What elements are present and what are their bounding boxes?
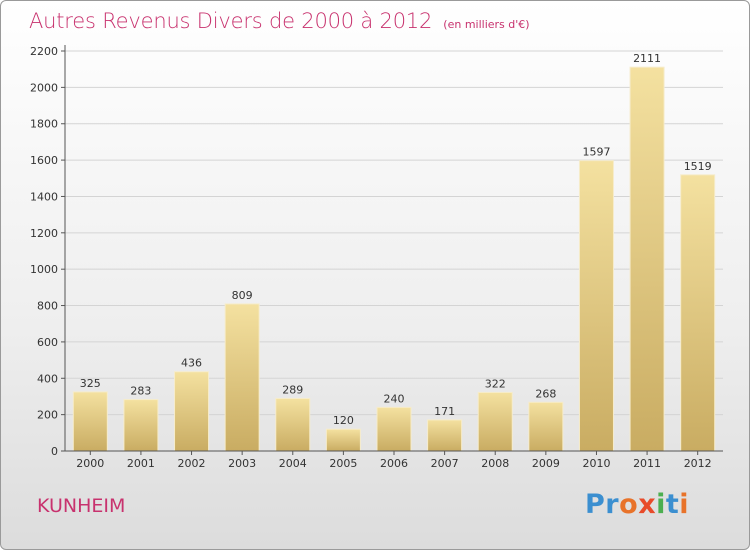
proxiti-logo[interactable]: Proxiti bbox=[585, 489, 689, 520]
x-tick-label: 2004 bbox=[279, 457, 307, 470]
bar-value-label: 2111 bbox=[633, 52, 661, 65]
bar[interactable] bbox=[275, 397, 311, 452]
logo-letter: i bbox=[679, 489, 690, 520]
y-tick-label: 1400 bbox=[30, 190, 58, 203]
bar-value-label: 436 bbox=[181, 357, 202, 370]
x-tick-label: 2001 bbox=[127, 457, 155, 470]
chart-title: Autres Revenus Divers de 2000 à 2012 (en… bbox=[29, 9, 530, 33]
y-tick-label: 400 bbox=[37, 372, 58, 385]
x-tick-label: 2011 bbox=[633, 457, 661, 470]
x-tick-label: 2005 bbox=[329, 457, 357, 470]
y-tick-label: 1000 bbox=[30, 263, 58, 276]
bar[interactable] bbox=[680, 174, 716, 452]
y-tick-label: 2000 bbox=[30, 81, 58, 94]
y-tick-label: 800 bbox=[37, 300, 58, 313]
bar[interactable] bbox=[174, 371, 210, 452]
y-tick-label: 0 bbox=[51, 445, 58, 458]
bar[interactable] bbox=[123, 399, 159, 452]
bar[interactable] bbox=[427, 419, 463, 452]
bar[interactable] bbox=[578, 160, 614, 452]
bar[interactable] bbox=[528, 401, 564, 452]
x-tick-label: 2000 bbox=[76, 457, 104, 470]
chart-title-main: Autres Revenus Divers de 2000 à 2012 bbox=[29, 9, 433, 33]
bar-value-label: 240 bbox=[384, 392, 405, 405]
bar-value-label: 322 bbox=[485, 377, 506, 390]
logo-letter: x bbox=[638, 489, 657, 520]
bar[interactable] bbox=[224, 303, 260, 452]
chart-title-unit: (en milliers d'€) bbox=[443, 18, 530, 31]
logo-letter: i bbox=[656, 489, 666, 520]
bar-value-label: 289 bbox=[282, 383, 303, 396]
logo-letter: t bbox=[665, 489, 680, 520]
y-tick-label: 1600 bbox=[30, 154, 58, 167]
x-tick-label: 2007 bbox=[431, 457, 459, 470]
bar-value-label: 120 bbox=[333, 414, 354, 427]
x-tick-label: 2006 bbox=[380, 457, 408, 470]
x-tick-label: 2009 bbox=[532, 457, 560, 470]
x-tick-label: 2012 bbox=[684, 457, 712, 470]
y-tick-label: 600 bbox=[37, 336, 58, 349]
bar-value-label: 1597 bbox=[582, 146, 610, 159]
bar[interactable] bbox=[477, 391, 513, 452]
commune-name: KUNHEIM bbox=[37, 495, 126, 517]
bar-value-label: 809 bbox=[232, 289, 253, 302]
bar-value-label: 171 bbox=[434, 405, 455, 418]
bar-value-label: 268 bbox=[535, 387, 556, 400]
logo-letter: P bbox=[585, 489, 606, 520]
bar-value-label: 283 bbox=[130, 385, 151, 398]
bar[interactable] bbox=[72, 391, 108, 452]
bar[interactable] bbox=[629, 66, 665, 452]
y-tick-label: 1200 bbox=[30, 227, 58, 240]
bar-value-label: 1519 bbox=[684, 160, 712, 173]
bar[interactable] bbox=[325, 428, 361, 452]
bar[interactable] bbox=[376, 406, 412, 452]
bar-value-label: 325 bbox=[80, 377, 101, 390]
y-tick-label: 1800 bbox=[30, 118, 58, 131]
y-tick-label: 2200 bbox=[30, 45, 58, 58]
x-tick-label: 2002 bbox=[178, 457, 206, 470]
x-tick-label: 2003 bbox=[228, 457, 256, 470]
y-tick-label: 200 bbox=[37, 409, 58, 422]
x-tick-label: 2008 bbox=[481, 457, 509, 470]
logo-letter: r bbox=[605, 489, 620, 520]
x-tick-label: 2010 bbox=[582, 457, 610, 470]
logo-letter: o bbox=[619, 489, 639, 520]
